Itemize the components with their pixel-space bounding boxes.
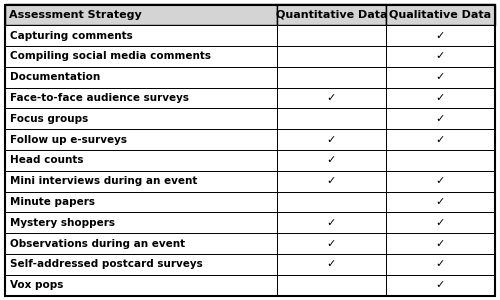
Bar: [386, 4, 495, 25]
Bar: [277, 212, 386, 233]
Text: Minute papers: Minute papers: [10, 197, 95, 207]
Bar: [5, 67, 277, 88]
Bar: [386, 129, 495, 150]
Bar: [386, 108, 495, 129]
Bar: [277, 88, 386, 108]
Text: Head counts: Head counts: [10, 155, 84, 165]
Text: Qualitative Data: Qualitative Data: [390, 10, 492, 20]
Text: ✓: ✓: [326, 176, 336, 186]
Text: Mystery shoppers: Mystery shoppers: [10, 218, 115, 228]
Text: ✓: ✓: [326, 218, 336, 228]
Text: Documentation: Documentation: [10, 72, 100, 82]
Bar: [5, 254, 277, 275]
Text: ✓: ✓: [436, 114, 445, 124]
Text: ✓: ✓: [326, 238, 336, 248]
Text: ✓: ✓: [436, 218, 445, 228]
Bar: [5, 25, 277, 46]
Text: Mini interviews during an event: Mini interviews during an event: [10, 176, 198, 186]
Text: Face-to-face audience surveys: Face-to-face audience surveys: [10, 93, 189, 103]
Bar: [277, 150, 386, 171]
Bar: [277, 171, 386, 192]
Text: ✓: ✓: [436, 31, 445, 41]
Bar: [277, 254, 386, 275]
Bar: [5, 192, 277, 212]
Bar: [386, 233, 495, 254]
Bar: [5, 212, 277, 233]
Bar: [5, 275, 277, 296]
Bar: [277, 108, 386, 129]
Bar: [277, 67, 386, 88]
Text: ✓: ✓: [436, 135, 445, 145]
Bar: [277, 4, 386, 25]
Text: Capturing comments: Capturing comments: [10, 31, 133, 41]
Text: ✓: ✓: [436, 72, 445, 82]
Text: Follow up e-surveys: Follow up e-surveys: [10, 135, 127, 145]
Bar: [5, 129, 277, 150]
Bar: [386, 254, 495, 275]
Text: ✓: ✓: [326, 135, 336, 145]
Bar: [386, 171, 495, 192]
Bar: [5, 150, 277, 171]
Bar: [386, 192, 495, 212]
Bar: [277, 46, 386, 67]
Bar: [386, 88, 495, 108]
Bar: [277, 25, 386, 46]
Bar: [386, 150, 495, 171]
Bar: [277, 233, 386, 254]
Text: ✓: ✓: [326, 259, 336, 269]
Text: ✓: ✓: [436, 176, 445, 186]
Bar: [5, 108, 277, 129]
Text: Compiling social media comments: Compiling social media comments: [10, 52, 211, 61]
Bar: [5, 88, 277, 108]
Text: Observations during an event: Observations during an event: [10, 238, 185, 248]
Text: ✓: ✓: [436, 93, 445, 103]
Bar: [386, 275, 495, 296]
Text: ✓: ✓: [326, 155, 336, 165]
Text: ✓: ✓: [436, 238, 445, 248]
Text: ✓: ✓: [326, 93, 336, 103]
Bar: [386, 212, 495, 233]
Text: Vox pops: Vox pops: [10, 280, 64, 290]
Text: ✓: ✓: [436, 197, 445, 207]
Bar: [5, 4, 277, 25]
Text: Assessment Strategy: Assessment Strategy: [9, 10, 142, 20]
Bar: [277, 275, 386, 296]
Bar: [277, 129, 386, 150]
Text: ✓: ✓: [436, 259, 445, 269]
Bar: [386, 67, 495, 88]
Bar: [277, 192, 386, 212]
Text: ✓: ✓: [436, 52, 445, 61]
Bar: [5, 46, 277, 67]
Bar: [5, 233, 277, 254]
Text: ✓: ✓: [436, 280, 445, 290]
Bar: [386, 46, 495, 67]
Text: Self-addressed postcard surveys: Self-addressed postcard surveys: [10, 259, 203, 269]
Text: Quantitative Data: Quantitative Data: [276, 10, 387, 20]
Text: Focus groups: Focus groups: [10, 114, 88, 124]
Bar: [386, 25, 495, 46]
Bar: [5, 171, 277, 192]
